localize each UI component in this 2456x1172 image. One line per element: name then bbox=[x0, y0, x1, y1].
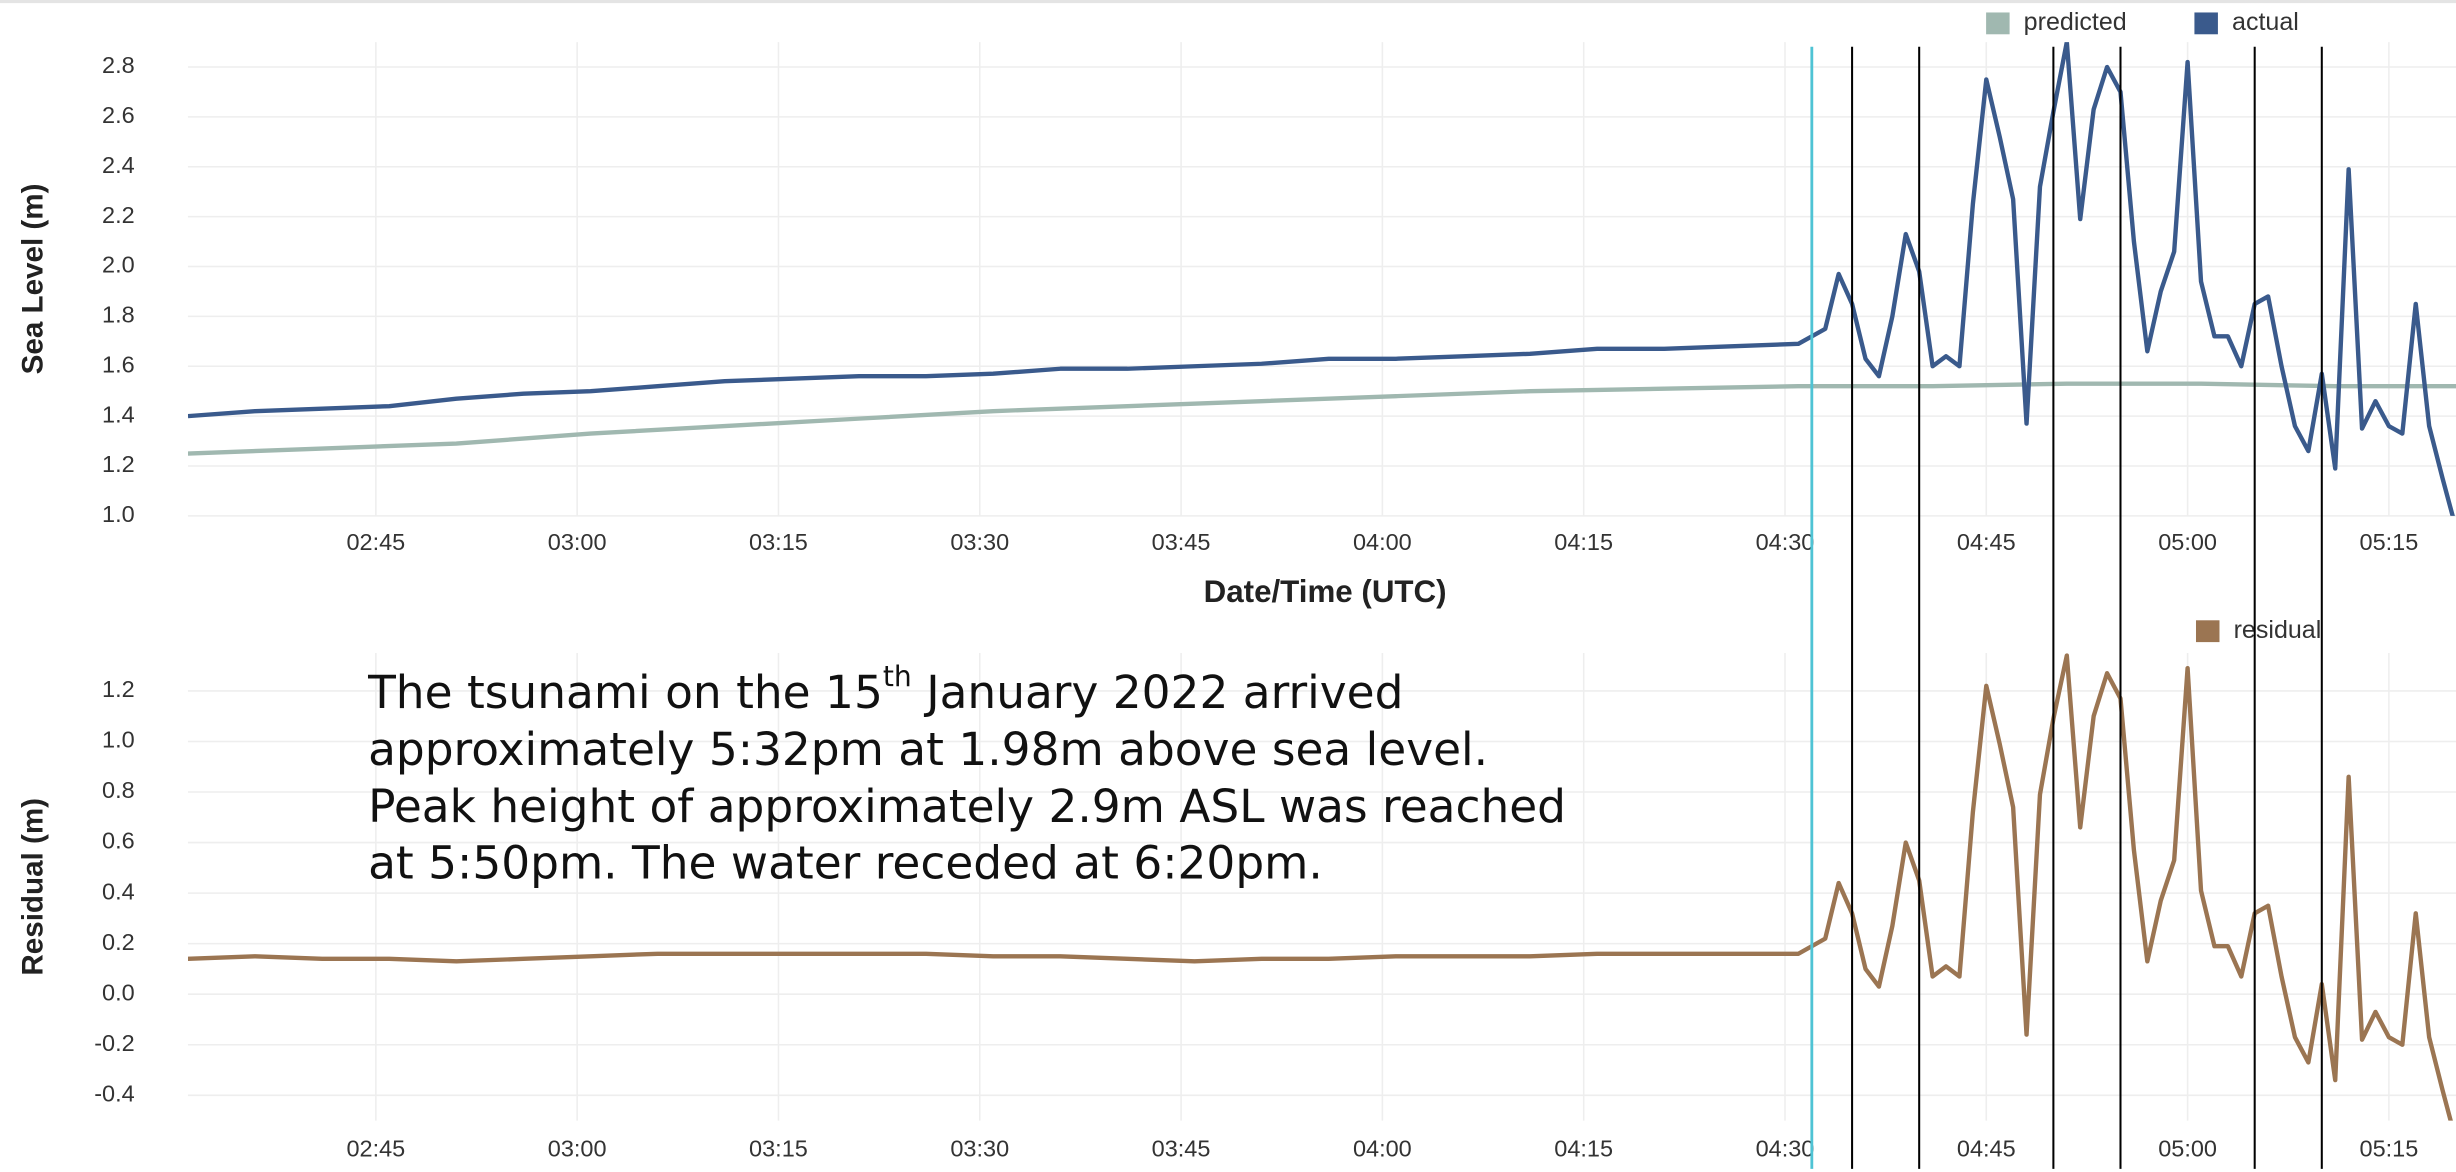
x-tick-label: 02:45 bbox=[346, 1135, 405, 1161]
x-tick-label: 04:15 bbox=[1554, 529, 1613, 555]
x-tick-label: 05:15 bbox=[2360, 529, 2419, 555]
x-tick-label: 03:15 bbox=[749, 1135, 808, 1161]
annotation-part: at 5:50pm. The water receded at 6:20pm. bbox=[368, 836, 1323, 889]
x-tick-label: 04:30 bbox=[1756, 1135, 1815, 1161]
y-tick-label: 2.2 bbox=[102, 202, 135, 228]
x-tick-label: 03:00 bbox=[548, 1135, 607, 1161]
y-tick-label: 2.0 bbox=[102, 252, 135, 278]
x-axis-label: Date/Time (UTC) bbox=[1204, 574, 1447, 609]
y-tick-label: 2.8 bbox=[102, 52, 135, 78]
y-tick-label: 1.0 bbox=[102, 727, 135, 753]
y-tick-label: 1.0 bbox=[102, 501, 135, 527]
y-tick-label: -0.2 bbox=[94, 1030, 134, 1056]
annotation-part: approximately 5:32pm at 1.98m above sea … bbox=[368, 723, 1488, 776]
x-tick-label: 05:00 bbox=[2158, 529, 2217, 555]
annotation-text: approximately 5:32pm at 1.98m above sea … bbox=[368, 723, 1488, 776]
annotation-part: The tsunami on the 15 bbox=[367, 666, 883, 719]
x-tick-label: 03:30 bbox=[950, 1135, 1009, 1161]
x-tick-label: 03:45 bbox=[1152, 529, 1211, 555]
y-tick-label: 1.4 bbox=[102, 401, 135, 427]
top-border bbox=[0, 0, 2456, 4]
legend-label: residual bbox=[2234, 616, 2322, 644]
y-tick-label: 0.8 bbox=[102, 777, 135, 803]
y-axis-label: Residual (m) bbox=[16, 798, 49, 976]
x-tick-label: 04:00 bbox=[1353, 529, 1412, 555]
x-tick-label: 04:15 bbox=[1554, 1135, 1613, 1161]
annotation-part: January 2022 arrived bbox=[912, 666, 1404, 719]
y-tick-label: 0.4 bbox=[102, 878, 135, 904]
legend-label: actual bbox=[2232, 8, 2299, 36]
legend-swatch bbox=[1986, 12, 2010, 35]
legend-swatch bbox=[2194, 12, 2218, 35]
x-tick-label: 05:15 bbox=[2360, 1135, 2419, 1161]
x-tick-label: 04:00 bbox=[1353, 1135, 1412, 1161]
y-tick-label: 0.6 bbox=[102, 828, 135, 854]
y-axis-label: Sea Level (m) bbox=[16, 184, 49, 375]
annotation-part: Peak height of approximately 2.9m ASL wa… bbox=[368, 779, 1566, 832]
y-tick-label: 1.8 bbox=[102, 302, 135, 328]
annotation-text: Peak height of approximately 2.9m ASL wa… bbox=[368, 779, 1566, 832]
x-tick-label: 04:30 bbox=[1756, 529, 1815, 555]
y-tick-label: 2.6 bbox=[102, 102, 135, 128]
y-tick-label: 0.2 bbox=[102, 929, 135, 955]
series-line bbox=[187, 42, 2455, 516]
x-tick-label: 03:15 bbox=[749, 529, 808, 555]
y-tick-label: -0.4 bbox=[94, 1081, 134, 1107]
annotation-text: at 5:50pm. The water receded at 6:20pm. bbox=[368, 836, 1323, 889]
y-tick-label: 1.6 bbox=[102, 351, 135, 377]
legend-label: predicted bbox=[2024, 8, 2127, 36]
series-line bbox=[187, 381, 2456, 456]
plot-area bbox=[187, 42, 2456, 516]
x-tick-label: 04:45 bbox=[1957, 1135, 2016, 1161]
x-tick-label: 02:45 bbox=[346, 529, 405, 555]
x-tick-label: 03:00 bbox=[548, 529, 607, 555]
x-tick-label: 03:45 bbox=[1152, 1135, 1211, 1161]
annotation-text: The tsunami on the 15th January 2022 arr… bbox=[367, 660, 1403, 719]
x-tick-label: 03:30 bbox=[950, 529, 1009, 555]
y-tick-label: 1.2 bbox=[102, 451, 135, 477]
x-tick-label: 05:00 bbox=[2158, 1135, 2217, 1161]
legend-swatch bbox=[2195, 620, 2220, 643]
y-tick-label: 1.2 bbox=[102, 676, 135, 702]
annotation-part: th bbox=[883, 660, 912, 693]
y-tick-label: 0.0 bbox=[102, 979, 135, 1005]
plot-area bbox=[187, 653, 2453, 1121]
y-tick-label: 2.4 bbox=[102, 152, 135, 178]
x-tick-label: 04:45 bbox=[1957, 529, 2016, 555]
series-line bbox=[187, 653, 2453, 1121]
